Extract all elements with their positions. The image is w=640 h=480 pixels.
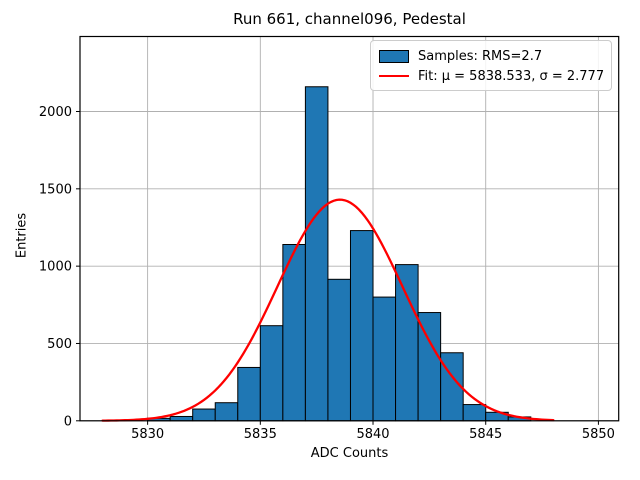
x-tick-label: 5850 — [582, 427, 615, 442]
legend-samples-label: Samples: RMS=2.7 — [418, 48, 543, 64]
histogram-bar — [417, 312, 442, 422]
histogram-bar — [259, 325, 284, 422]
legend-entry-fit: Fit: μ = 5838.533, σ = 2.777 — [379, 66, 605, 86]
x-tick-label: 5835 — [244, 427, 277, 442]
chart-title: Run 661, channel096, Pedestal — [233, 10, 466, 28]
axis-ticks — [76, 111, 599, 425]
histogram-bar — [192, 408, 216, 422]
histogram-bar — [349, 230, 374, 422]
histogram-bar — [327, 278, 351, 422]
histogram-swatch-icon — [379, 49, 409, 63]
histogram-bar — [304, 86, 329, 422]
histogram-bar — [372, 296, 397, 422]
y-tick-label: 1000 — [39, 260, 72, 275]
x-axis-label: ADC Counts — [310, 446, 389, 461]
y-tick-label: 2000 — [39, 105, 72, 120]
histogram-bars — [147, 86, 532, 422]
y-axis-label: Entries — [14, 212, 30, 259]
x-tick-label: 5830 — [131, 427, 164, 442]
histogram-bar — [214, 402, 239, 422]
y-tick-label: 500 — [47, 337, 72, 352]
axis-tick-labels: 5830 5835 5840 5845 5850 0 500 1000 1500 2000 — [39, 105, 615, 442]
legend-box: Samples: RMS=2.7 Fit: μ = 5838.533, σ = … — [370, 40, 612, 91]
y-tick-label: 0 — [64, 414, 72, 429]
gaussian-fit-line — [101, 198, 555, 422]
histogram-bar — [282, 244, 306, 422]
gaussian-fit-path — [101, 198, 555, 422]
fit-line-swatch-icon — [379, 75, 409, 77]
x-tick-label: 5845 — [469, 427, 502, 442]
legend-fit-label: Fit: μ = 5838.533, σ = 2.777 — [418, 68, 605, 84]
x-tick-label: 5840 — [356, 427, 389, 442]
histogram-bar — [237, 366, 261, 422]
histogram-bar — [462, 404, 487, 422]
histogram-bar — [395, 264, 419, 422]
y-tick-label: 1500 — [39, 182, 72, 197]
legend-entry-samples: Samples: RMS=2.7 — [379, 46, 603, 66]
plot-border — [79, 35, 620, 422]
axes-spines — [79, 35, 620, 422]
histogram-bar — [169, 415, 194, 422]
